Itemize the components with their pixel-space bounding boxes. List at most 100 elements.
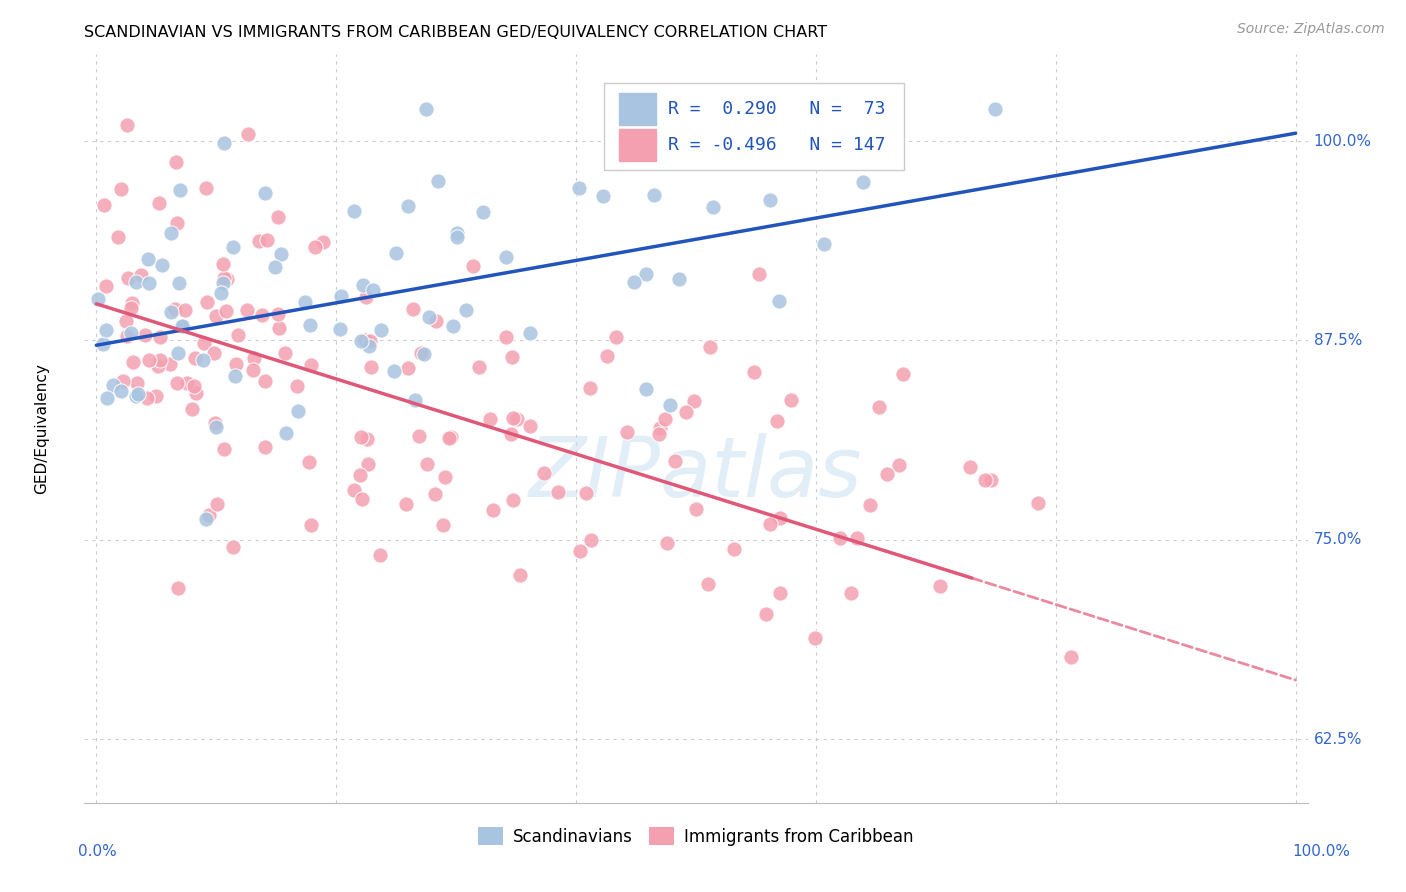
Point (267, 320, 290, 334)
Point (270, 247, 292, 261)
Point (655, 536, 678, 550)
Point (579, 381, 602, 395)
Point (184, 385, 207, 400)
Point (592, 189, 614, 203)
Point (195, 295, 218, 310)
Point (202, 346, 225, 360)
Point (329, 289, 352, 303)
Point (211, 256, 233, 270)
Point (91, 336, 114, 351)
Point (446, 230, 468, 244)
Point (984, 103, 1007, 117)
Point (166, 216, 188, 230)
Point (361, 283, 384, 297)
Point (136, 391, 159, 405)
Point (120, 326, 142, 340)
Point (413, 347, 436, 361)
Point (605, 330, 627, 344)
Point (172, 318, 194, 333)
Point (212, 276, 235, 290)
FancyBboxPatch shape (605, 84, 904, 169)
Point (138, 276, 160, 290)
Point (299, 359, 322, 373)
Point (454, 302, 477, 317)
Point (329, 322, 352, 336)
Point (215, 304, 238, 318)
Point (636, 383, 658, 397)
Point (236, 303, 259, 318)
Point (533, 466, 555, 480)
Point (120, 301, 142, 315)
Point (159, 226, 181, 240)
Point (765, 414, 787, 428)
Point (418, 310, 440, 325)
Point (519, 419, 541, 434)
Point (350, 491, 373, 506)
Point (254, 440, 277, 454)
Point (643, 187, 665, 202)
Point (579, 533, 602, 548)
Point (889, 458, 911, 472)
Point (723, 542, 745, 557)
Point (266, 210, 288, 224)
Point (117, 270, 139, 285)
Point (122, 355, 145, 369)
Point (359, 334, 381, 348)
Point (183, 351, 205, 365)
Point (748, 268, 770, 282)
Point (432, 518, 454, 533)
Point (506, 412, 529, 426)
Point (437, 431, 460, 445)
Point (654, 411, 676, 425)
Point (852, 175, 875, 189)
Point (226, 328, 249, 343)
Point (404, 392, 426, 407)
Point (648, 427, 671, 442)
Point (974, 473, 997, 487)
Point (274, 425, 297, 440)
Point (125, 275, 148, 289)
Point (125, 389, 148, 403)
Point (441, 319, 464, 334)
Point (575, 486, 598, 500)
Point (368, 548, 391, 562)
Point (195, 180, 218, 194)
Point (634, 267, 657, 281)
Point (354, 334, 377, 348)
Point (145, 389, 167, 403)
Point (755, 607, 778, 621)
Point (254, 374, 277, 388)
Point (350, 334, 373, 348)
Point (813, 237, 835, 252)
Point (408, 429, 430, 443)
Point (382, 364, 405, 378)
Point (304, 240, 326, 254)
Point (165, 301, 187, 316)
Point (127, 387, 149, 401)
Point (446, 227, 468, 241)
Point (928, 579, 950, 593)
Point (115, 329, 138, 343)
Text: ZIPatlas: ZIPatlas (529, 433, 863, 514)
Point (697, 577, 720, 591)
Point (112, 374, 135, 388)
Point (222, 240, 245, 254)
Point (149, 329, 172, 343)
Point (110, 384, 132, 398)
FancyBboxPatch shape (619, 94, 655, 125)
Point (166, 376, 188, 391)
Point (1026, 496, 1049, 510)
Point (166, 155, 188, 169)
Point (343, 204, 366, 219)
Point (360, 359, 382, 374)
Point (160, 305, 183, 319)
Point (250, 308, 273, 322)
Point (502, 411, 524, 425)
Point (415, 103, 437, 117)
Point (868, 401, 890, 415)
Point (243, 351, 266, 365)
Point (1059, 650, 1081, 665)
Point (298, 318, 321, 332)
Point (759, 516, 782, 531)
Point (312, 235, 335, 249)
